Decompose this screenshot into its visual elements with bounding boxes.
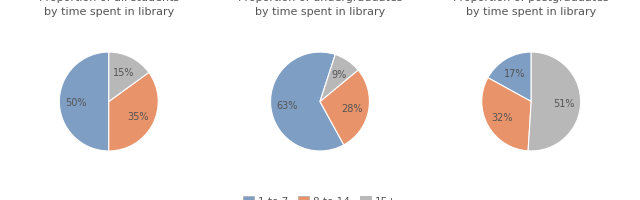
Title: Proportion of postgraduates
by time spent in library: Proportion of postgraduates by time spen… [453, 0, 609, 16]
Text: 32%: 32% [492, 113, 513, 123]
Wedge shape [488, 53, 531, 102]
Text: 63%: 63% [276, 100, 298, 110]
Wedge shape [60, 53, 109, 151]
Text: 9%: 9% [331, 70, 346, 80]
Text: 50%: 50% [65, 97, 86, 107]
Wedge shape [109, 53, 149, 102]
Wedge shape [271, 53, 344, 151]
Wedge shape [320, 71, 369, 145]
Text: 51%: 51% [554, 98, 575, 108]
Text: 35%: 35% [127, 112, 149, 122]
Text: 17%: 17% [504, 69, 525, 79]
Wedge shape [109, 73, 158, 151]
Text: 15%: 15% [113, 68, 134, 78]
Wedge shape [528, 53, 580, 151]
Text: 28%: 28% [342, 103, 363, 113]
Legend: 1 to 7, 8 to 14, 15+: 1 to 7, 8 to 14, 15+ [240, 192, 400, 200]
Title: Proportion of undergraduates
by time spent in library: Proportion of undergraduates by time spe… [237, 0, 403, 16]
Title: Proportion of all students
by time spent in library: Proportion of all students by time spent… [38, 0, 179, 16]
Wedge shape [320, 55, 358, 102]
Wedge shape [482, 78, 531, 151]
